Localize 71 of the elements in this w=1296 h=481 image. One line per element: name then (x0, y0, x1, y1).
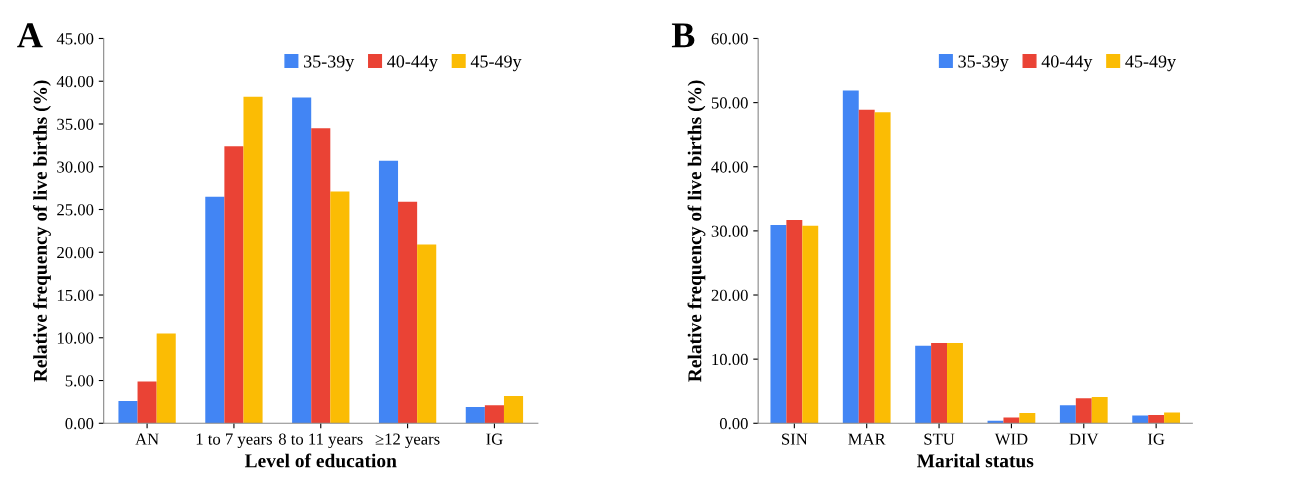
y-tick-label: 5.00 (65, 375, 94, 387)
y-tick-label: 45.00 (56, 33, 94, 45)
bar (398, 201, 418, 424)
bar (1059, 405, 1076, 424)
x-tick-label: 8 to 11 years (278, 433, 363, 449)
bar (931, 343, 948, 424)
x-axis-title: Marital status (916, 453, 1034, 468)
y-tick-label: 0.00 (719, 417, 748, 430)
bar (947, 343, 963, 424)
chart-title: B (671, 23, 695, 48)
x-tick-label: MAR (848, 433, 886, 445)
bar (770, 225, 787, 424)
x-tick-label: AN (135, 433, 159, 445)
bar (874, 112, 891, 424)
y-tick-label: 30.00 (57, 161, 94, 173)
y-tick-label: 20.00 (711, 289, 748, 302)
bar (802, 225, 819, 424)
x-tick-label: WID (994, 433, 1028, 445)
bar (484, 405, 504, 424)
bar (417, 244, 437, 424)
bar (1132, 415, 1149, 424)
bar (292, 97, 312, 424)
y-tick-label: 10.00 (57, 332, 94, 344)
bar (330, 191, 350, 424)
legend-label: 35-39y (958, 55, 1009, 72)
x-tick-label: STU (924, 433, 955, 445)
x-tick-label: SIN (782, 433, 808, 445)
bar (915, 345, 932, 424)
bar (1075, 398, 1092, 424)
bar (1148, 414, 1165, 424)
bar (311, 128, 331, 424)
y-tick-label: 40.00 (711, 161, 748, 173)
bar (137, 381, 157, 424)
x-tick-label: IG (1147, 433, 1165, 445)
y-tick-label: 15.00 (57, 289, 94, 302)
legend-label: 45-49y (1125, 55, 1176, 72)
legend-label: 35-39y (304, 55, 355, 72)
bar (503, 395, 524, 424)
y-tick-label: 30.00 (711, 225, 748, 237)
bar (156, 333, 176, 424)
bar (205, 196, 225, 424)
x-axis-title: Level of education (244, 453, 397, 468)
x-tick-label: IG (486, 433, 503, 445)
y-axis-title: Relative frequency of live births (%) (687, 80, 706, 382)
bar (1019, 413, 1036, 424)
bar (378, 160, 399, 424)
y-tick-label: 0.00 (65, 417, 94, 430)
bar (786, 219, 803, 424)
y-tick-label: 25.00 (57, 204, 94, 216)
bar (842, 90, 859, 424)
x-tick-label: 1 to 7 years (196, 433, 272, 449)
x-tick-label: ≥12 years (375, 433, 440, 449)
legend-label: 40-44y (1041, 55, 1093, 72)
legend-label: 45-49y (470, 55, 522, 72)
bar (858, 109, 875, 424)
y-tick-label: 35.00 (57, 118, 94, 131)
y-tick-label: 50.00 (711, 97, 748, 109)
y-tick-label: 10.00 (712, 353, 748, 366)
bar (1164, 412, 1181, 424)
y-tick-label: 60.00 (711, 33, 748, 45)
bar (243, 96, 263, 424)
y-tick-label: 40.00 (56, 75, 94, 88)
bar (118, 401, 138, 424)
bar (224, 146, 244, 424)
bar (1091, 396, 1108, 424)
x-tick-label: DIV (1069, 433, 1099, 445)
bar (465, 407, 485, 424)
y-axis-title: Relative frequency of live births (%) (33, 80, 51, 382)
chart-title: A (17, 23, 43, 48)
legend-label: 40-44y (387, 55, 438, 72)
y-tick-label: 20.00 (57, 246, 94, 259)
